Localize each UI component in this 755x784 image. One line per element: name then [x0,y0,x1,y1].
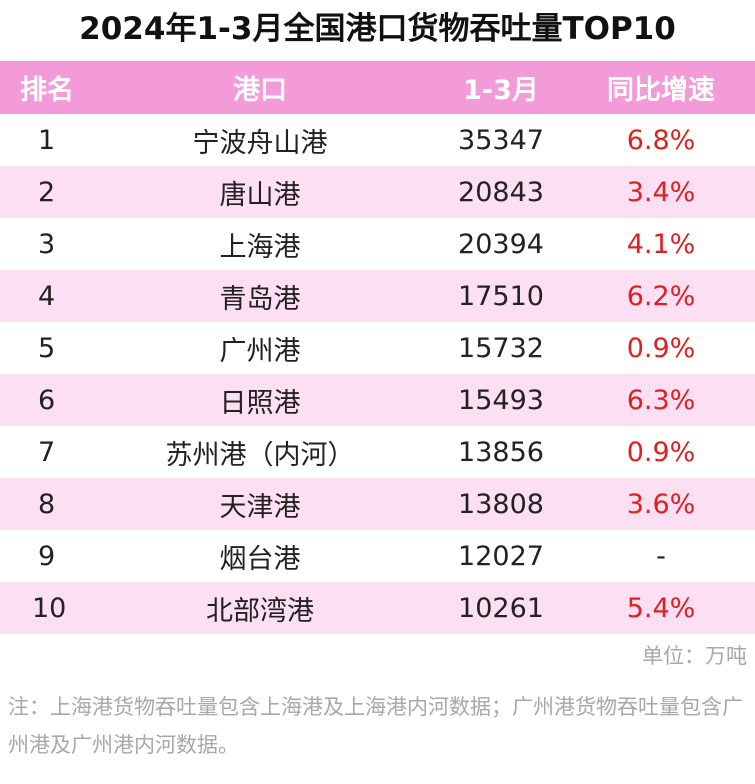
table-row: 2 唐山港 20843 3.4% [0,166,755,218]
table-row: 10 北部湾港 10261 5.4% [0,582,755,634]
table-row: 8 天津港 13808 3.6% [0,478,755,530]
table-row: 1 宁波舟山港 35347 6.8% [0,114,755,166]
growth-cell: 6.2% [626,280,696,312]
volume-cell: 35347 [458,124,544,156]
growth-cell: 6.3% [626,384,696,416]
rank-cell: 7 [38,436,56,468]
port-cell: 宁波舟山港 [192,127,328,159]
rank-cell: 3 [38,228,56,260]
port-cell: 天津港 [219,491,301,523]
port-cell: 苏州港（内河） [165,439,355,471]
rank-cell: 9 [38,540,56,572]
footnote: 注：上海港货物吞吐量包含上海港及上海港内河数据；广州港货物吞吐量包含广州港及广州… [8,695,743,757]
volume-cell: 17510 [458,280,544,312]
rank-cell: 1 [38,124,56,156]
volume-cell: 10261 [458,592,544,624]
volume-cell: 13808 [458,488,544,520]
volume-cell: 20843 [458,176,544,208]
port-cell: 上海港 [219,231,301,263]
header-growth: 同比增速 [607,75,715,106]
port-cell: 日照港 [219,387,301,419]
rank-cell: 4 [38,280,56,312]
header-port: 港口 [233,75,287,106]
rank-cell: 6 [38,384,56,416]
header-rank: 排名 [20,75,74,106]
growth-cell: 0.9% [626,436,696,468]
rank-cell: 2 [38,176,56,208]
port-cell: 广州港 [219,335,301,367]
volume-cell: 12027 [458,540,544,572]
growth-cell: 0.9% [626,332,696,364]
rank-cell: 5 [38,332,56,364]
growth-cell: 3.6% [626,488,696,520]
port-cell: 烟台港 [219,543,301,575]
volume-cell: 20394 [458,228,544,260]
rank-cell: 8 [38,488,56,520]
port-cell: 青岛港 [219,283,301,315]
table-row: 3 上海港 20394 4.1% [0,218,755,270]
table-row: 6 日照港 15493 6.3% [0,374,755,426]
header-period: 1-3月 [463,75,539,106]
growth-cell: 4.1% [626,228,696,260]
table-row: 4 青岛港 17510 6.2% [0,270,755,322]
volume-cell: 13856 [458,436,544,468]
volume-cell: 15732 [458,332,544,364]
growth-cell: - [656,540,666,572]
rank-cell: 10 [32,592,67,624]
table-row: 5 广州港 15732 0.9% [0,322,755,374]
table-row: 9 烟台港 12027 - [0,530,755,582]
chart-title: 2024年1-3月全国港口货物吞吐量TOP10 [79,11,676,47]
table-body: 1 宁波舟山港 35347 6.8% 2 唐山港 20843 3.4% 3 上海港 20394 4.1… [0,114,755,634]
port-cell: 唐山港 [219,179,301,211]
growth-cell: 6.8% [626,124,696,156]
growth-cell: 3.4% [626,176,696,208]
table-row: 7 苏州港（内河） 13856 0.9% [0,426,755,478]
volume-cell: 15493 [458,384,544,416]
table-header: 排名 港口 1-3月 同比增速 [0,61,755,114]
ranking-table: 排名 港口 1-3月 同比增速 1 宁波舟山港 35347 6.8% 2 唐山港 20843… [0,61,755,634]
port-cell: 北部湾港 [206,595,314,627]
growth-cell: 5.4% [626,592,696,624]
unit-label: 单位：万吨 [642,644,747,668]
